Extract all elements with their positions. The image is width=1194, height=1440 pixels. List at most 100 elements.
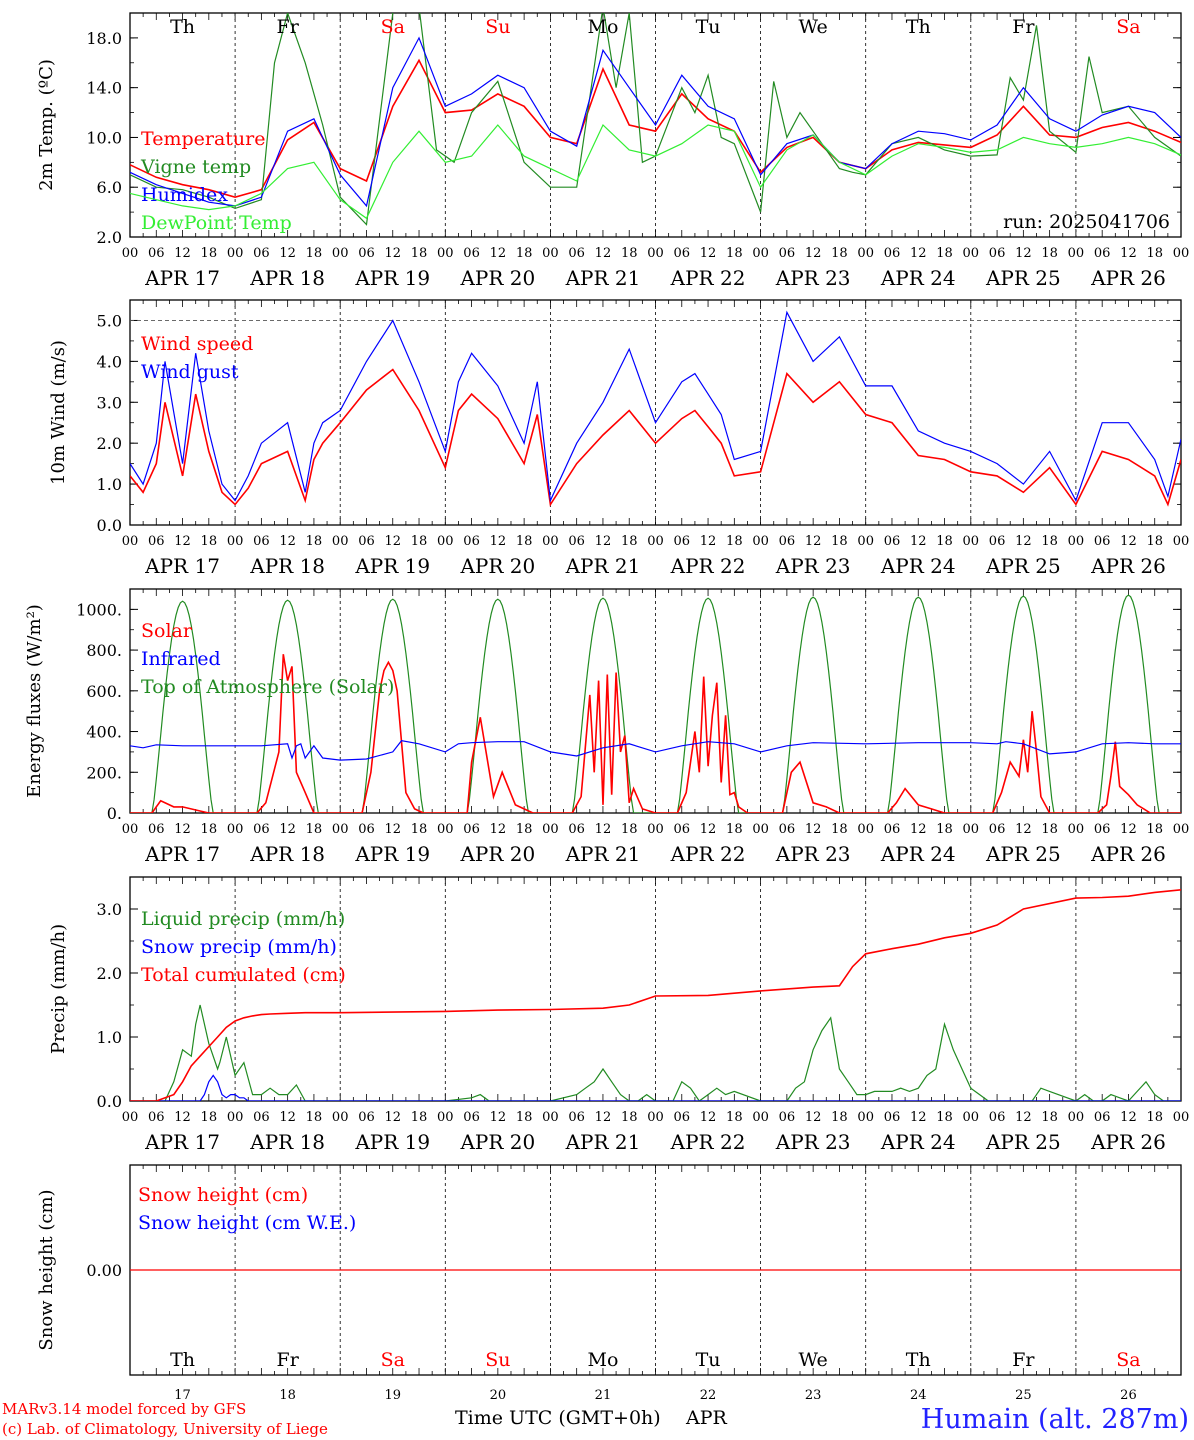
y-tick-label: 2.0 <box>97 434 122 453</box>
hour-label: 00 <box>752 822 769 837</box>
y-axis-label: Precip (mm/h) <box>48 924 69 1054</box>
date-label: APR 20 <box>459 842 535 866</box>
hour-label: 06 <box>568 534 585 549</box>
hour-label: 06 <box>253 246 270 261</box>
y-tick-label: 3.0 <box>97 393 122 412</box>
day-name: Tu <box>696 16 721 38</box>
hour-label: 00 <box>1173 822 1190 837</box>
hour-label: 18 <box>1146 246 1163 261</box>
y-tick-label: 2.0 <box>97 228 122 247</box>
hour-label: 06 <box>779 822 796 837</box>
hour-label: 00 <box>227 1110 244 1125</box>
hour-label: 12 <box>700 246 717 261</box>
day-name: Sa <box>1116 1349 1140 1371</box>
date-label: APR 21 <box>565 842 641 866</box>
hour-label: 00 <box>963 822 980 837</box>
hour-label: 00 <box>227 534 244 549</box>
day-name: Fr <box>277 16 300 38</box>
hour-label: 06 <box>148 246 165 261</box>
day-number: 18 <box>279 1388 296 1403</box>
hour-label: 12 <box>490 246 507 261</box>
hour-label: 06 <box>358 246 375 261</box>
y-tick-label: 18.0 <box>86 29 122 48</box>
date-label: APR 21 <box>565 1130 641 1154</box>
hour-label: 06 <box>1094 246 1111 261</box>
hour-label: 06 <box>463 822 480 837</box>
y-tick-label: 200. <box>86 763 122 782</box>
hour-label: 18 <box>1146 1110 1163 1125</box>
hour-label: 00 <box>752 1110 769 1125</box>
y-tick-label: 1.0 <box>97 475 122 494</box>
hour-label: 12 <box>1015 246 1032 261</box>
hour-label: 12 <box>1015 822 1032 837</box>
day-name: Su <box>485 16 510 38</box>
hour-label: 00 <box>122 1110 139 1125</box>
hour-label: 18 <box>831 1110 848 1125</box>
hour-label: 00 <box>437 534 454 549</box>
hour-label: 06 <box>674 822 691 837</box>
day-name: Mo <box>587 1349 618 1371</box>
day-number: 24 <box>910 1388 927 1403</box>
hour-label: 18 <box>516 822 533 837</box>
hour-label: 12 <box>1120 1110 1137 1125</box>
day-number: 25 <box>1015 1388 1032 1403</box>
hour-label: 18 <box>1041 1110 1058 1125</box>
hour-label: 12 <box>805 534 822 549</box>
date-label: APR 18 <box>249 1130 325 1154</box>
date-label: APR 24 <box>880 266 956 290</box>
hour-label: 00 <box>857 246 874 261</box>
hour-label: 12 <box>700 822 717 837</box>
date-label: APR 21 <box>565 554 641 578</box>
legend-entry: Top of Atmosphere (Solar) <box>141 676 394 698</box>
y-axis-label: Snow height (cm) <box>36 1189 57 1350</box>
y-tick-label: 14.0 <box>86 79 122 98</box>
legend-entry: Snow precip (mm/h) <box>141 936 337 958</box>
date-label: APR 26 <box>1090 554 1166 578</box>
station-name: Humain (alt. 287m) <box>921 1404 1189 1435</box>
hour-label: 06 <box>674 1110 691 1125</box>
day-name: Fr <box>1012 1349 1035 1371</box>
hour-label: 12 <box>700 1110 717 1125</box>
hour-label: 12 <box>910 822 927 837</box>
hour-label: 00 <box>332 534 349 549</box>
hour-label: 18 <box>936 246 953 261</box>
hour-label: 06 <box>463 534 480 549</box>
date-label: APR 17 <box>144 554 220 578</box>
series-line <box>130 740 1181 761</box>
y-tick-label: 0. <box>107 804 122 823</box>
day-number: 20 <box>490 1388 507 1403</box>
hour-label: 12 <box>1120 822 1137 837</box>
date-label: APR 24 <box>880 554 956 578</box>
legend-entry: Snow height (cm) <box>138 1184 308 1206</box>
hour-label: 12 <box>279 1110 296 1125</box>
hour-label: 12 <box>910 246 927 261</box>
hour-label: 12 <box>805 246 822 261</box>
date-label: APR 25 <box>985 1130 1061 1154</box>
date-label: APR 26 <box>1090 266 1166 290</box>
day-name: Th <box>170 16 195 38</box>
day-name: Tu <box>696 1349 721 1371</box>
hour-label: 00 <box>647 246 664 261</box>
hour-label: 06 <box>253 534 270 549</box>
y-tick-label: 1.0 <box>97 1028 122 1047</box>
day-number: 26 <box>1120 1388 1137 1403</box>
panel-2: 0.0 1.0 2.0 3.0 4.0 5.0 10m Wind (m/s) Wind spe… <box>48 299 1189 578</box>
hour-label: 12 <box>279 822 296 837</box>
hour-label: 00 <box>437 246 454 261</box>
hour-label: 18 <box>306 822 323 837</box>
series-line <box>130 58 1181 199</box>
plot-frame <box>129 588 1182 814</box>
hour-label: 18 <box>1041 822 1058 837</box>
legend-entry: Infrared <box>141 648 221 670</box>
hour-label: 12 <box>279 246 296 261</box>
y-tick-label: 2.0 <box>97 964 122 983</box>
series-line <box>130 368 1181 507</box>
hour-label: 00 <box>1068 822 1085 837</box>
series-line <box>130 654 1181 813</box>
date-label: APR 17 <box>144 1130 220 1154</box>
hour-label: 18 <box>831 534 848 549</box>
hour-label: 06 <box>463 1110 480 1125</box>
hour-label: 12 <box>384 246 401 261</box>
hour-label: 00 <box>752 534 769 549</box>
day-number: 22 <box>700 1388 717 1403</box>
